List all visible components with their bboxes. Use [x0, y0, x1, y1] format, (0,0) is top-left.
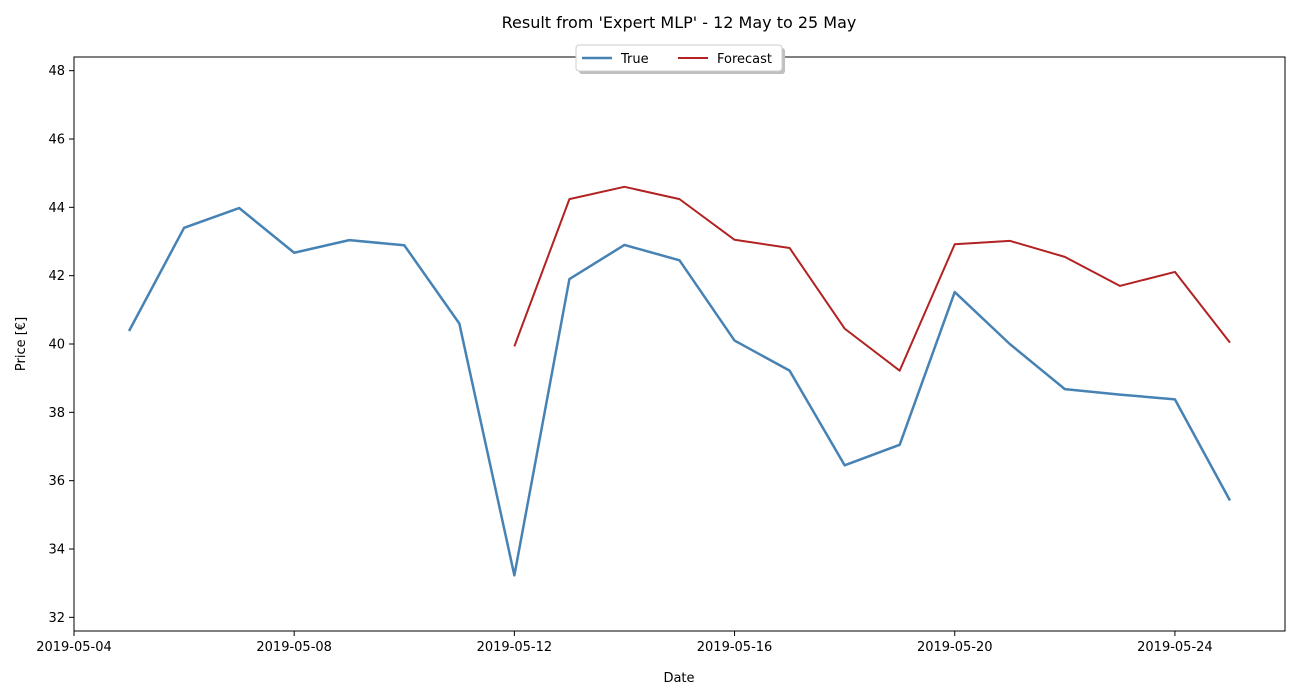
x-tick-label: 2019-05-24 — [1137, 640, 1213, 655]
y-tick-label: 36 — [48, 474, 65, 489]
series-line-true — [127, 206, 1232, 577]
y-tick-label: 46 — [48, 133, 65, 148]
x-tick-label: 2019-05-08 — [256, 640, 332, 655]
y-tick-label: 34 — [48, 543, 65, 558]
y-tick-label: 40 — [48, 338, 65, 353]
y-tick-label: 44 — [48, 201, 65, 216]
y-axis-title: Price [€] — [14, 317, 29, 371]
legend-label-forecast: Forecast — [717, 52, 772, 67]
legend-label-true: True — [620, 52, 649, 67]
legend: True Forecast — [575, 44, 785, 74]
series-layer — [127, 185, 1232, 577]
x-tick-label: 2019-05-12 — [477, 640, 553, 655]
series-line-forecast — [513, 185, 1231, 372]
x-axis-title: Date — [663, 671, 694, 686]
y-tick-label: 48 — [48, 64, 65, 79]
y-tick-label: 38 — [48, 406, 65, 421]
x-axis: 2019-05-04 2019-05-08 2019-05-12 2019-05-16… — [36, 631, 1213, 655]
x-tick-label: 2019-05-04 — [36, 640, 112, 655]
x-tick-label: 2019-05-16 — [697, 640, 773, 655]
plot-area — [74, 57, 1285, 631]
y-axis: 32 34 36 38 40 42 44 46 48 — [48, 64, 74, 626]
chart-title: Result from 'Expert MLP' - 12 May to 25 … — [502, 13, 857, 32]
y-tick-label: 42 — [48, 269, 65, 284]
x-tick-label: 2019-05-20 — [917, 640, 993, 655]
y-tick-label: 32 — [48, 611, 65, 626]
